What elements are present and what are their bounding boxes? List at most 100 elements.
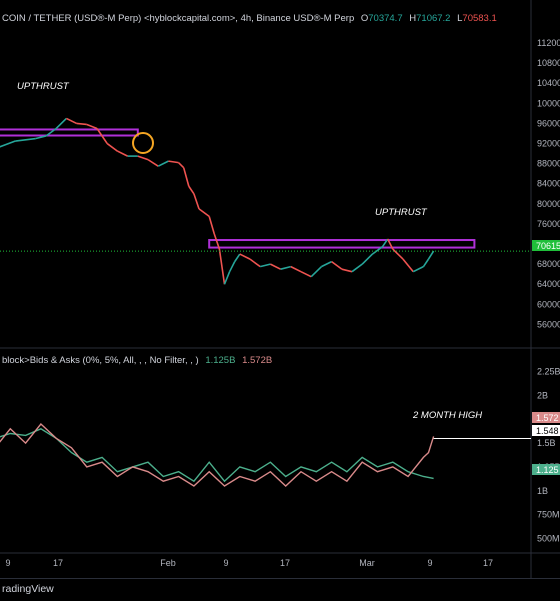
indicator-series-bids xyxy=(0,428,434,483)
price-segment xyxy=(86,123,98,130)
footer: radingView xyxy=(0,578,560,601)
price-y-tick: 56000.0 xyxy=(537,319,560,329)
indicator-y-tick: 2.25B xyxy=(537,367,560,377)
price-segment xyxy=(76,122,87,126)
ohlc-open-value: 70374.7 xyxy=(368,13,402,24)
price-segment xyxy=(331,260,343,270)
price-segment xyxy=(147,158,159,167)
price-segment xyxy=(15,137,36,142)
bids-tag-value: 1.125 xyxy=(536,465,559,475)
price-segment xyxy=(234,253,241,263)
two-month-high-label: 2 MONTH HIGH xyxy=(412,410,482,421)
price-segment xyxy=(422,258,430,268)
price-boxes xyxy=(0,128,476,249)
price-segment xyxy=(361,253,373,265)
indicator-y-tick: 750M xyxy=(537,510,560,520)
asks-tag-box xyxy=(532,412,560,423)
indicator-series xyxy=(0,422,435,487)
price-y-tick: 104000.0 xyxy=(537,78,560,88)
price-segment xyxy=(371,245,384,255)
ohlc-open-label: O xyxy=(361,13,368,24)
indicator-bids-value: 1.125B xyxy=(205,355,235,366)
price-segment xyxy=(198,208,210,218)
x-tick-label: 17 xyxy=(280,558,290,568)
x-tick-label: Feb xyxy=(160,558,176,568)
price-segment xyxy=(35,135,47,140)
x-axis-ticks: 9 17 Feb 9 17 Mar 9 17 xyxy=(5,558,493,568)
price-segment xyxy=(213,233,221,250)
price-segment xyxy=(137,155,149,161)
ohlc-low-label: L xyxy=(457,13,462,24)
price-y-tick: 60000.0 xyxy=(537,299,560,309)
price-segment xyxy=(321,260,332,268)
price-segment xyxy=(188,185,195,195)
price-y-tick: 64000.0 xyxy=(537,279,560,289)
price-segment xyxy=(0,140,16,148)
price-y-tick: 80000.0 xyxy=(537,199,560,209)
price-y-tick: 68000.0 xyxy=(537,259,560,269)
indicator-y-tick: 1B xyxy=(537,486,548,496)
price-segment xyxy=(427,250,435,260)
indicator-title: block>Bids & Asks (0%, 5%, All, , , No F… xyxy=(2,355,199,366)
price-segment xyxy=(218,248,226,285)
upthrust-box-1 xyxy=(208,239,476,249)
indicator-y-tick: 2B xyxy=(537,390,548,400)
ohlc-low-value: 70583.1 xyxy=(462,13,496,24)
price-tag-box xyxy=(532,240,560,251)
chart-title: COIN / TETHER (USD®-M Perp) <hyblockcapi… xyxy=(2,13,354,24)
price-y-tick: 96000.0 xyxy=(537,118,560,128)
price-segment xyxy=(228,261,236,273)
price-segment xyxy=(239,253,251,260)
indicator-series-asks xyxy=(0,422,435,487)
bids-tag-box xyxy=(532,464,560,475)
price-segment xyxy=(310,266,322,278)
price-y-tick: 88000.0 xyxy=(537,159,560,169)
price-tag-value: 70615 xyxy=(536,241,560,251)
price-segment xyxy=(223,271,231,285)
price-y-tick: 76000.0 xyxy=(537,219,560,229)
asks-tag-value: 1.572 xyxy=(536,413,559,423)
x-tick-label: 17 xyxy=(53,558,63,568)
upthrust-right-label: UPTHRUST xyxy=(375,207,428,218)
price-segment xyxy=(260,263,271,268)
upthrust-left-label: UPTHRUST xyxy=(17,81,70,92)
x-tick-label: 9 xyxy=(427,558,432,568)
price-segment xyxy=(249,258,261,268)
indicator-asks-value: 1.572B xyxy=(242,355,272,366)
price-segment xyxy=(270,263,281,270)
price-segment xyxy=(178,162,185,169)
line-tag-box xyxy=(532,425,560,436)
price-segment xyxy=(280,265,291,270)
price-y-tick: 108000.0 xyxy=(537,58,560,68)
price-ticks: 112000.0 108000.0 104000.0 100000.0 96000.0 9… xyxy=(537,38,560,329)
price-segment xyxy=(106,142,118,152)
svg-text:COIN / TETHER (USD®-M Perp) <h: COIN / TETHER (USD®-M Perp) <hyblockcapi… xyxy=(2,13,497,24)
price-y-tick: 112000.0 xyxy=(537,38,560,48)
price-segment xyxy=(341,268,353,273)
price-segment xyxy=(157,160,169,167)
price-segment xyxy=(182,167,190,187)
upthrust-box-0 xyxy=(0,128,139,137)
ohlc-high-label: H xyxy=(409,13,416,24)
price-segment xyxy=(351,263,363,273)
price-segment xyxy=(300,270,312,278)
price-segment xyxy=(208,216,216,235)
price-segment xyxy=(193,193,200,210)
price-segment xyxy=(290,265,302,273)
line-tag-value: 1.548 xyxy=(536,426,559,436)
price-y-tick: 84000.0 xyxy=(537,179,560,189)
x-tick-label: 9 xyxy=(5,558,10,568)
price-segment xyxy=(168,160,179,164)
price-segment xyxy=(381,238,389,248)
ohlc-high-value: 71067.2 xyxy=(416,13,450,24)
x-tick-label: 17 xyxy=(483,558,493,568)
indicator-y-tick: 1.5B xyxy=(537,438,556,448)
price-segment xyxy=(55,117,67,130)
price-segment xyxy=(66,117,77,125)
indicator-y-tick: 500M xyxy=(537,533,560,543)
price-series xyxy=(0,117,531,285)
price-segment xyxy=(101,135,108,144)
svg-text:block>Bids & Asks (0%, 5%, All: block>Bids & Asks (0%, 5%, All, , , No F… xyxy=(2,355,272,366)
